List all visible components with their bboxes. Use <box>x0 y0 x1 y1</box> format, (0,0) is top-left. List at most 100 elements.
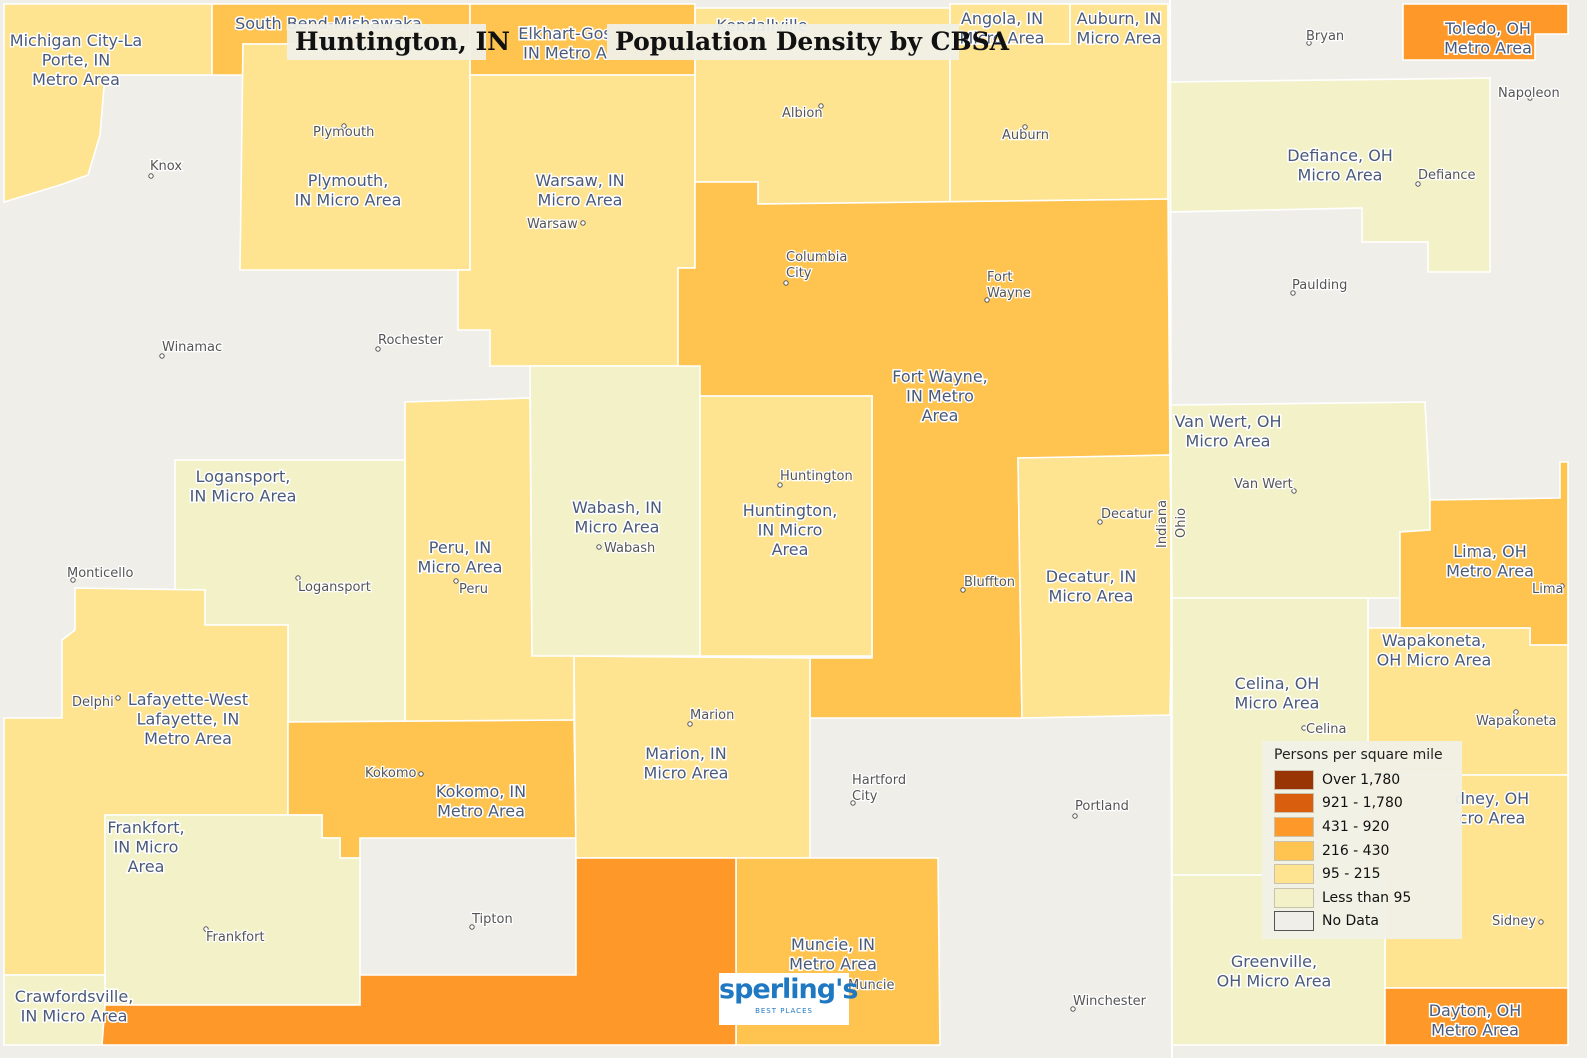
cbsa-label-decatur: Micro Area <box>1049 587 1134 606</box>
city-label-knox: Knox <box>150 159 182 174</box>
cbsa-label-fort-wayne: IN Metro <box>906 387 974 406</box>
city-marker-knox <box>148 173 154 179</box>
cbsa-label-decatur: Decatur, IN <box>1046 567 1137 586</box>
city-marker-celina <box>1301 725 1307 731</box>
cbsa-label-auburn: Micro Area <box>1077 29 1162 48</box>
logo-wordmark: sperling's <box>719 974 858 1005</box>
city-marker-marion <box>687 721 693 727</box>
cbsa-label-logansport: IN Micro Area <box>190 487 297 506</box>
city-marker-albion <box>818 103 824 109</box>
cbsa-label-lafayette: Lafayette-West <box>128 690 248 709</box>
city-marker-auburn <box>1022 124 1028 130</box>
city-marker-napoleon <box>1527 95 1533 101</box>
cbsa-label-celina: Micro Area <box>1235 694 1320 713</box>
city-label-decatur: Decatur <box>1101 507 1153 522</box>
city-label-sidney: Sidney <box>1492 914 1536 929</box>
sperlings-logo[interactable]: sperling's BEST PLACES <box>719 973 858 1025</box>
legend-swatch <box>1274 887 1314 908</box>
city-label-columbia-city: City <box>786 266 812 281</box>
cbsa-label-muncie: Metro Area <box>789 955 877 974</box>
cbsa-label-marion: Micro Area <box>644 764 729 783</box>
city-marker-kokomo <box>418 771 424 777</box>
city-label-bryan: Bryan <box>1306 29 1344 44</box>
city-marker-paulding <box>1290 290 1296 296</box>
cbsa-label-auburn: Auburn, IN <box>1077 9 1162 28</box>
legend-swatch <box>1274 840 1314 861</box>
cbsa-label-huntington: Area <box>772 540 809 559</box>
cbsa-label-plymouth: Plymouth, <box>308 171 389 190</box>
cbsa-label-greenville: Greenville, <box>1231 952 1317 971</box>
city-marker-winamac <box>159 353 165 359</box>
region-huntington[interactable] <box>699 395 873 657</box>
region-dayton[interactable] <box>1384 987 1569 1046</box>
city-marker-delphi <box>115 695 121 701</box>
city-label-portland: Portland <box>1075 799 1129 814</box>
legend-swatch <box>1274 769 1314 790</box>
city-label-rochester: Rochester <box>378 333 444 348</box>
city-label-fort-wayne: Wayne <box>987 286 1031 301</box>
legend-row-over-1780: Over 1,780 <box>1274 768 1450 792</box>
city-label-hartford-city: City <box>852 789 878 804</box>
state-boundary-line <box>1169 0 1173 1058</box>
cbsa-label-michigan-city: Michigan City-La <box>10 31 142 50</box>
cbsa-label-michigan-city: Porte, IN <box>42 51 110 70</box>
city-label-auburn: Auburn <box>1002 128 1049 143</box>
city-marker-tipton <box>469 924 475 930</box>
city-marker-logansport <box>295 575 301 581</box>
map-title-subject: Population Density by CBSA <box>607 24 1009 60</box>
legend-swatch <box>1274 816 1314 837</box>
city-marker-hartford-city <box>850 800 856 806</box>
region-indianapolis[interactable] <box>101 857 737 1046</box>
region-toledo[interactable] <box>1402 3 1569 61</box>
state-label-ohio: Ohio <box>1174 508 1189 538</box>
cbsa-label-lafayette: Metro Area <box>144 729 232 748</box>
legend-row-no-data: No Data <box>1274 910 1450 934</box>
region-plymouth[interactable] <box>239 43 471 271</box>
legend-row-921-1780: 921 - 1,780 <box>1274 792 1450 816</box>
cbsa-label-muncie: Muncie, IN <box>791 935 875 954</box>
legend-row-less-than-95: Less than 95 <box>1274 886 1450 910</box>
city-marker-wabash <box>596 544 602 550</box>
city-marker-portland <box>1072 813 1078 819</box>
city-marker-monticello <box>70 577 76 583</box>
cbsa-label-crawfordsville: IN Micro Area <box>21 1007 128 1026</box>
city-label-wapakoneta: Wapakoneta <box>1476 714 1557 729</box>
city-marker-plymouth <box>341 123 347 129</box>
city-marker-winchester <box>1070 1006 1076 1012</box>
city-label-muncie: Muncie <box>848 978 894 993</box>
legend-label: Less than 95 <box>1322 889 1412 906</box>
city-label-kokomo: Kokomo <box>365 766 417 781</box>
city-label-delphi: Delphi <box>72 695 114 710</box>
cbsa-label-lima: Lima, OH <box>1453 542 1527 561</box>
city-marker-lima <box>1559 583 1565 589</box>
city-marker-fort-wayne <box>984 297 990 303</box>
city-marker-defiance <box>1415 181 1421 187</box>
cbsa-label-toledo: Toledo, OH <box>1444 19 1531 38</box>
city-marker-columbia-city <box>783 280 789 286</box>
city-label-napoleon: Napoleon <box>1498 86 1560 101</box>
city-label-fort-wayne: Fort <box>987 270 1012 285</box>
cbsa-label-dayton: Metro Area <box>1431 1021 1519 1040</box>
city-label-lima: Lima <box>1532 582 1563 597</box>
city-marker-bluffton <box>960 587 966 593</box>
city-marker-wapakoneta <box>1513 709 1519 715</box>
cbsa-label-michigan-city: Metro Area <box>32 70 120 89</box>
cbsa-label-fort-wayne: Area <box>922 406 959 425</box>
cbsa-label-elkhart: Elkhart-Gos <box>518 24 612 43</box>
city-label-winamac: Winamac <box>162 340 222 355</box>
city-label-bluffton: Bluffton <box>964 575 1015 590</box>
city-label-peru: Peru <box>459 582 488 597</box>
cbsa-label-van-wert: Van Wert, OH <box>1174 412 1281 431</box>
city-label-celina: Celina <box>1306 722 1347 737</box>
city-label-marion: Marion <box>690 708 734 723</box>
cbsa-label-crawfordsville: Crawfordsville, <box>15 987 134 1006</box>
city-label-frankfort: Frankfort <box>206 930 265 945</box>
city-label-winchester: Winchester <box>1073 994 1147 1009</box>
cbsa-label-sidney: cro Area <box>1459 809 1526 828</box>
city-label-van-wert: Van Wert <box>1234 477 1293 492</box>
region-defiance[interactable] <box>1167 77 1491 273</box>
cbsa-label-elkhart: IN Metro A <box>523 44 607 63</box>
